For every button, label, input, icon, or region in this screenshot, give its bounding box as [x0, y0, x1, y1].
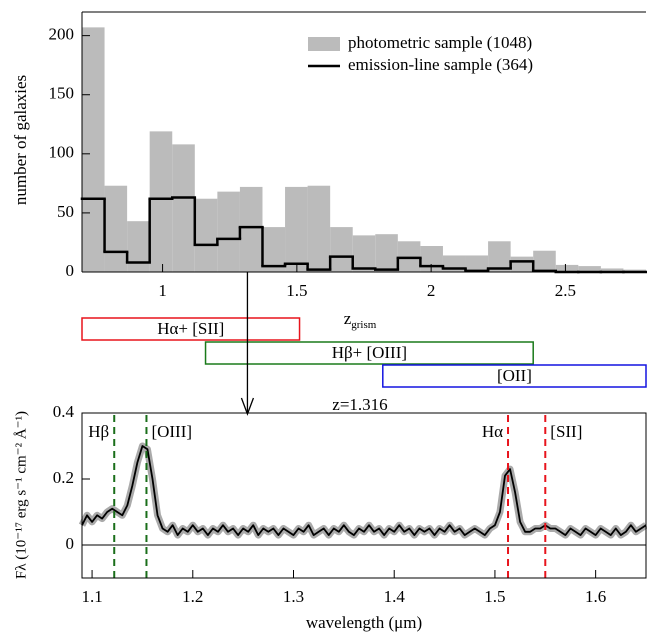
- window-label: [OII]: [497, 366, 532, 385]
- bar: [375, 234, 398, 272]
- y-tick-label: 200: [49, 25, 75, 44]
- bar: [307, 185, 331, 272]
- emission-line-label: Hα: [482, 422, 503, 441]
- x-axis-label: wavelength (μm): [306, 613, 422, 632]
- bar: [533, 250, 556, 272]
- redshift-window: [204, 341, 534, 365]
- spectrum-error: [78, 442, 647, 539]
- spectrum-title: z=1.316: [332, 395, 387, 414]
- legend-label: photometric sample (1048): [348, 33, 532, 52]
- x-tick-label: 1.5: [484, 587, 505, 606]
- bar: [488, 241, 511, 272]
- bar: [465, 255, 489, 272]
- x-tick-label: 2.5: [555, 281, 576, 300]
- y-tick-label: 100: [49, 143, 75, 162]
- x-tick-label: 1.2: [182, 587, 203, 606]
- bar: [172, 144, 195, 272]
- bar: [420, 246, 443, 272]
- plot-frame: [81, 412, 647, 579]
- y-tick-label: 0.2: [53, 468, 74, 487]
- bar: [578, 266, 601, 272]
- redshift-window: [81, 317, 301, 341]
- arrow-head: [240, 397, 255, 416]
- x-label-sub: grism: [351, 319, 377, 331]
- legend-swatch: [308, 37, 340, 51]
- y-tick-label: 0: [66, 261, 75, 280]
- y-tick-label: 50: [57, 202, 74, 221]
- x-tick-label: 2: [427, 281, 436, 300]
- emission-line-label: [OIII]: [151, 422, 192, 441]
- bar: [82, 27, 105, 273]
- x-axis-label: zgrism: [344, 309, 377, 331]
- redshift-window: [382, 364, 647, 388]
- window-label: Hβ+ [OIII]: [332, 343, 407, 362]
- bar: [555, 264, 579, 272]
- x-tick-label: 1.1: [81, 587, 102, 606]
- emission-line-label: [SII]: [550, 422, 582, 441]
- bar: [600, 268, 624, 272]
- x-tick-label: 1.4: [384, 587, 406, 606]
- x-label-main: z: [344, 309, 352, 328]
- bar: [217, 191, 240, 272]
- y-axis-label: number of galaxies: [11, 75, 30, 205]
- bar: [510, 256, 534, 272]
- emission-line-label: Hβ: [88, 422, 109, 441]
- x-tick-label: 1: [158, 281, 167, 300]
- x-tick-label: 1.5: [286, 281, 307, 300]
- bar: [149, 131, 173, 272]
- x-tick-label: 1.6: [585, 587, 606, 606]
- bar: [104, 185, 128, 272]
- bar: [352, 235, 376, 272]
- window-label: Hα+ [SII]: [157, 319, 224, 338]
- bar: [127, 221, 150, 272]
- spectrum: [81, 445, 647, 536]
- y-tick-label: 0.4: [53, 402, 75, 421]
- bar: [239, 186, 263, 272]
- bar: [194, 198, 218, 272]
- x-tick-label: 1.3: [283, 587, 304, 606]
- bar: [262, 227, 286, 272]
- bar: [330, 227, 353, 272]
- bar: [285, 186, 308, 272]
- legend-label: emission-line sample (364): [348, 55, 533, 74]
- y-tick-label: 0: [66, 534, 75, 553]
- y-tick-label: 150: [49, 84, 75, 103]
- y-axis-label: Fλ (10⁻¹⁷ erg s⁻¹ cm⁻² Å⁻¹): [13, 411, 29, 579]
